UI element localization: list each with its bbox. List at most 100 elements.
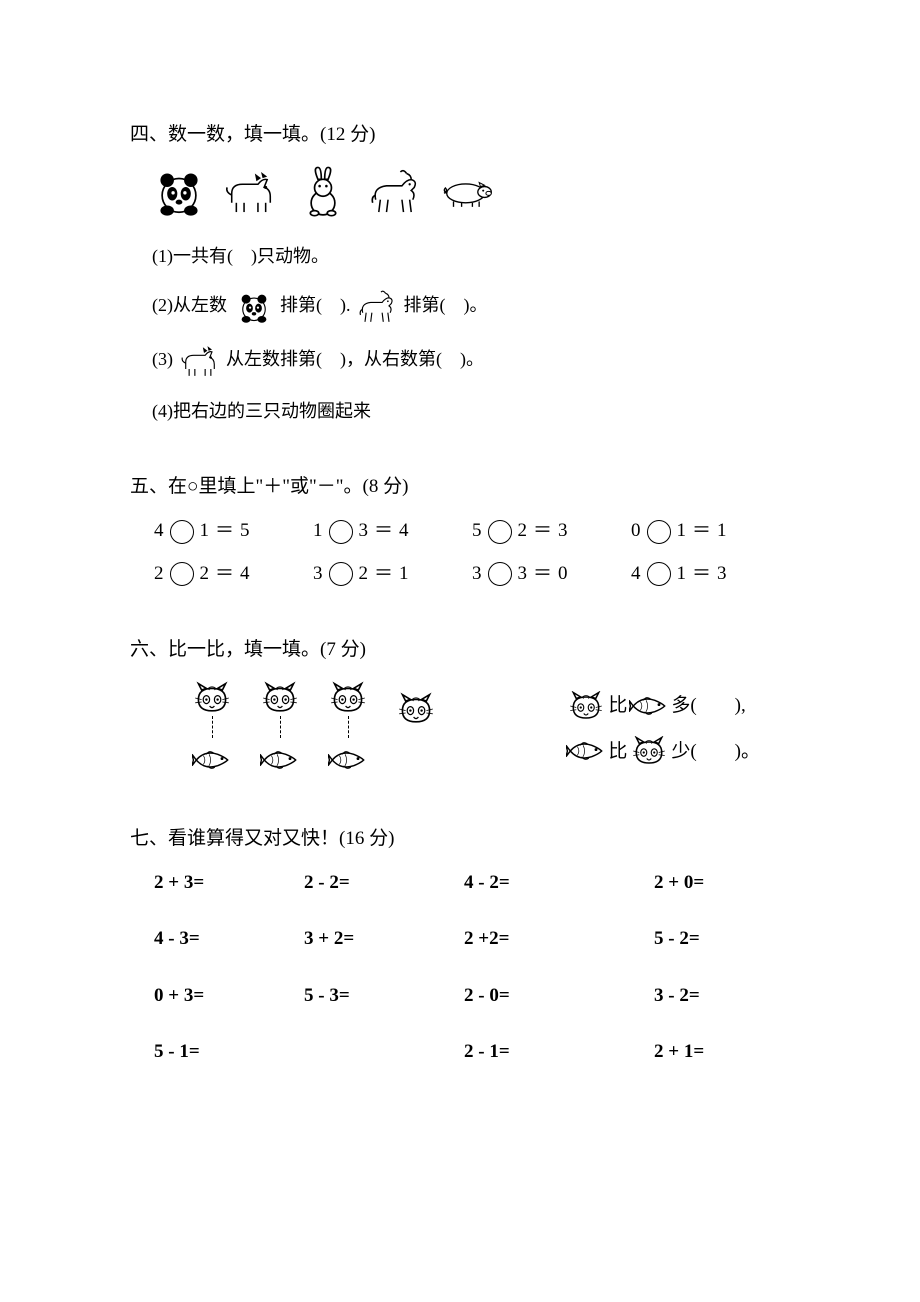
eq-c: 4 xyxy=(240,559,250,589)
eq-c: 5 xyxy=(240,516,250,546)
eq-c: 0 xyxy=(558,559,568,589)
eq-b: 1 xyxy=(200,516,210,546)
eq-cell: 01＝1 xyxy=(631,516,790,546)
fish-icon xyxy=(629,688,669,724)
animals-row xyxy=(152,166,790,218)
calc-cell: 2 + 0= xyxy=(654,868,804,898)
q4-3: (3) 从左数排第( )，从右数第( )。 xyxy=(152,343,790,379)
fish-icon xyxy=(192,742,232,778)
rabbit-icon xyxy=(296,166,350,218)
calc-cell: 5 - 2= xyxy=(654,924,804,954)
calc-cell: 3 - 2= xyxy=(654,981,804,1011)
eq-a: 0 xyxy=(631,516,641,546)
eq-cell: 22＝4 xyxy=(154,559,313,589)
compare-left xyxy=(190,680,438,778)
goat-icon xyxy=(357,289,397,325)
eq-b: 2 xyxy=(518,516,528,546)
calc-cell: 2 - 0= xyxy=(464,981,654,1011)
eq-c: 4 xyxy=(399,516,409,546)
q4-3-text-b: 从左数排第( )，从右数第( )。 xyxy=(226,349,484,369)
compare-text: 比 xyxy=(608,683,627,729)
compare-text: 比 xyxy=(608,729,627,775)
section-7: 七、看谁算得又对又快！(16 分) 2 + 3= 2 - 2= 4 - 2= 2… xyxy=(130,824,790,1068)
calc-cell: 3 + 2= xyxy=(304,924,464,954)
compare-text: 多( ), xyxy=(671,683,745,729)
op-circle[interactable] xyxy=(488,562,512,586)
dog-icon xyxy=(180,343,220,379)
compare-text: 少( )。 xyxy=(671,729,760,775)
eq-a: 3 xyxy=(313,559,323,589)
calc-cell: 2 - 2= xyxy=(304,868,464,898)
calc-cell: 5 - 1= xyxy=(154,1037,304,1067)
eq-c: 1 xyxy=(717,516,727,546)
section-4: 四、数一数，填一填。(12 分) (1)一共有( )只动物。 (2)从左数 排第… xyxy=(130,120,790,426)
q4-2: (2)从左数 排第( ). 排第( )。 xyxy=(152,289,790,325)
op-circle[interactable] xyxy=(647,520,671,544)
section-5: 五、在○里填上"＋"或"－"。(8 分) 41＝5 13＝4 52＝3 01＝1… xyxy=(130,472,790,589)
fish-row xyxy=(190,742,438,778)
eq-b: 1 xyxy=(677,516,687,546)
op-circle[interactable] xyxy=(170,562,194,586)
calc-cell: 4 - 2= xyxy=(464,868,654,898)
eq-b: 3 xyxy=(518,559,528,589)
fish-icon xyxy=(260,742,300,778)
compare-right: 比 多( ), 比 少( )。 xyxy=(564,683,760,774)
op-circle[interactable] xyxy=(329,562,353,586)
cat-icon xyxy=(192,680,232,716)
q4-2-text-b: 排第( ). xyxy=(280,295,351,315)
cat-icon xyxy=(566,688,606,724)
calc-cell: 4 - 3= xyxy=(154,924,304,954)
eq-a: 2 xyxy=(154,559,164,589)
op-circle[interactable] xyxy=(170,520,194,544)
section-5-title: 五、在○里填上"＋"或"－"。(8 分) xyxy=(130,472,790,502)
eq-b: 3 xyxy=(359,516,369,546)
section-6-title: 六、比一比，填一填。(7 分) xyxy=(130,635,790,665)
q4-1: (1)一共有( )只动物。 xyxy=(152,242,790,271)
eq-a: 1 xyxy=(313,516,323,546)
eq-c: 1 xyxy=(399,559,409,589)
dog-icon xyxy=(224,166,278,218)
fish-icon xyxy=(566,733,606,769)
section-7-title: 七、看谁算得又对又快！(16 分) xyxy=(130,824,790,854)
cat-icon xyxy=(629,733,669,769)
q4-3-text-a: (3) xyxy=(152,349,173,369)
eq-b: 2 xyxy=(359,559,369,589)
pig-icon xyxy=(440,166,494,218)
cat-icon xyxy=(260,680,300,716)
compare-line-2: 比 少( )。 xyxy=(564,729,760,775)
q4-4: (4)把右边的三只动物圈起来 xyxy=(152,397,790,426)
eq-cell: 41＝3 xyxy=(631,559,790,589)
op-circle[interactable] xyxy=(647,562,671,586)
eq-grid: 41＝5 13＝4 52＝3 01＝1 22＝4 32＝1 33＝0 41＝3 xyxy=(154,516,790,589)
eq-c: 3 xyxy=(717,559,727,589)
eq-cell: 41＝5 xyxy=(154,516,313,546)
fish-icon xyxy=(328,742,368,778)
eq-a: 3 xyxy=(472,559,482,589)
calc-cell xyxy=(304,1037,464,1067)
eq-a: 5 xyxy=(472,516,482,546)
eq-cell: 52＝3 xyxy=(472,516,631,546)
calc-cell: 2 +2= xyxy=(464,924,654,954)
eq-cell: 33＝0 xyxy=(472,559,631,589)
eq-cell: 32＝1 xyxy=(313,559,472,589)
calc-cell: 5 - 3= xyxy=(304,981,464,1011)
worksheet-page: 四、数一数，填一填。(12 分) (1)一共有( )只动物。 (2)从左数 排第… xyxy=(0,0,920,1174)
calc-cell: 2 + 1= xyxy=(654,1037,804,1067)
eq-a: 4 xyxy=(154,516,164,546)
eq-b: 2 xyxy=(200,559,210,589)
panda-icon xyxy=(152,166,206,218)
cat-row xyxy=(190,680,438,738)
eq-a: 4 xyxy=(631,559,641,589)
op-circle[interactable] xyxy=(329,520,353,544)
calc-cell: 0 + 3= xyxy=(154,981,304,1011)
eq-cell: 13＝4 xyxy=(313,516,472,546)
calc-grid: 2 + 3= 2 - 2= 4 - 2= 2 + 0= 4 - 3= 3 + 2… xyxy=(154,868,790,1068)
calc-cell: 2 + 3= xyxy=(154,868,304,898)
panda-icon xyxy=(234,289,274,325)
eq-c: 3 xyxy=(558,516,568,546)
compare-line-1: 比 多( ), xyxy=(564,683,760,729)
op-circle[interactable] xyxy=(488,520,512,544)
section-4-title: 四、数一数，填一填。(12 分) xyxy=(130,120,790,150)
calc-cell: 2 - 1= xyxy=(464,1037,654,1067)
goat-icon xyxy=(368,166,422,218)
